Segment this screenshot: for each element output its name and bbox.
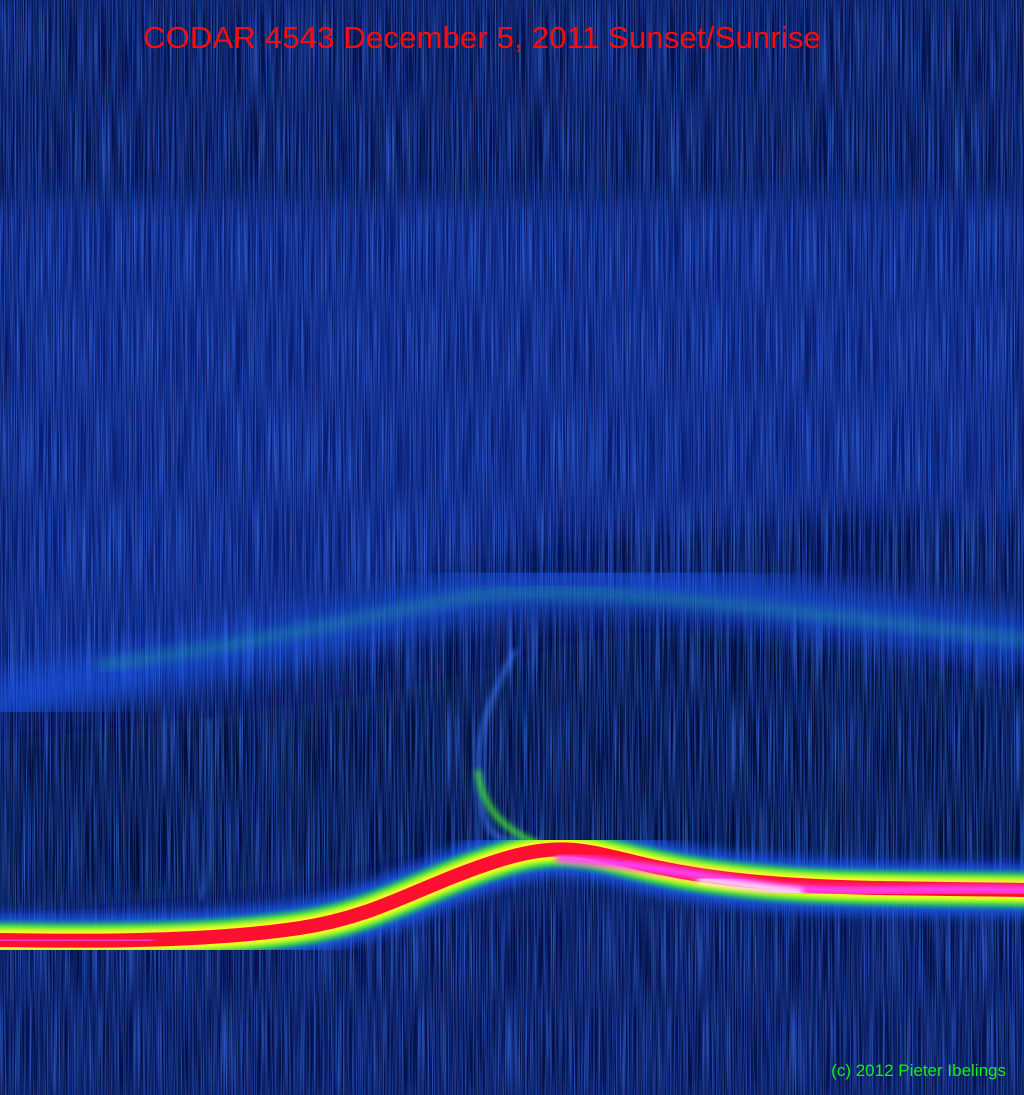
chart-title: CODAR 4543 December 5, 2011 Sunset/Sunri… (143, 20, 822, 55)
trace-left (198, 719, 214, 901)
main-signal-trace (0, 823, 1024, 967)
copyright-credit: (c) 2012 Pieter Ibelings (831, 1061, 1006, 1080)
sky-wave-band (0, 559, 1024, 725)
